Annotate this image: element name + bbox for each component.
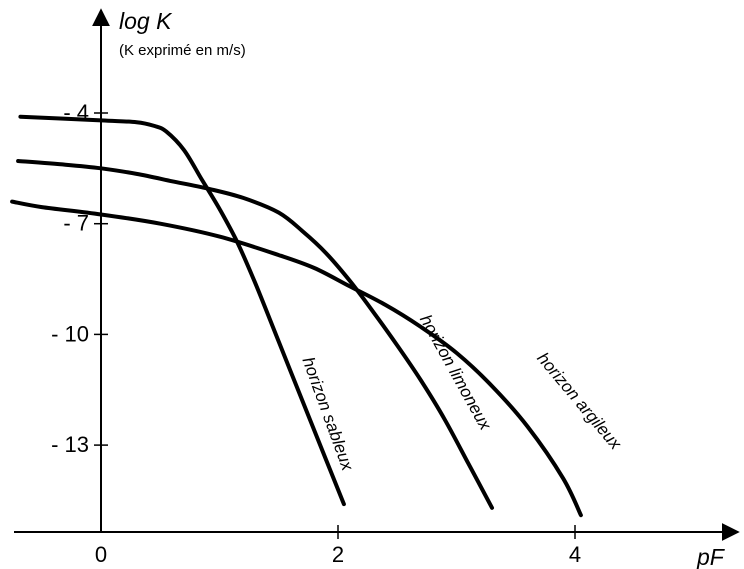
- y-tick-label: - 13: [51, 432, 89, 457]
- y-axis-title: log K: [119, 8, 173, 34]
- series-label: horizon argileux: [533, 349, 625, 454]
- x-axis-title: pF: [696, 544, 726, 569]
- x-tick-label: 0: [95, 542, 107, 567]
- series-line-horizon-limoneux: [16, 159, 494, 510]
- y-tick-label: - 7: [63, 211, 89, 236]
- series-line-horizon-argileux: [10, 199, 583, 518]
- series-label: horizon limoneux: [416, 312, 495, 434]
- y-tick-label: - 10: [51, 321, 89, 346]
- y-axis-unit-note: (K exprimé en m/s): [119, 42, 246, 59]
- x-tick-label: 2: [332, 542, 344, 567]
- x-tick-label: 4: [569, 542, 581, 567]
- series-line-horizon-sableux: [18, 114, 346, 507]
